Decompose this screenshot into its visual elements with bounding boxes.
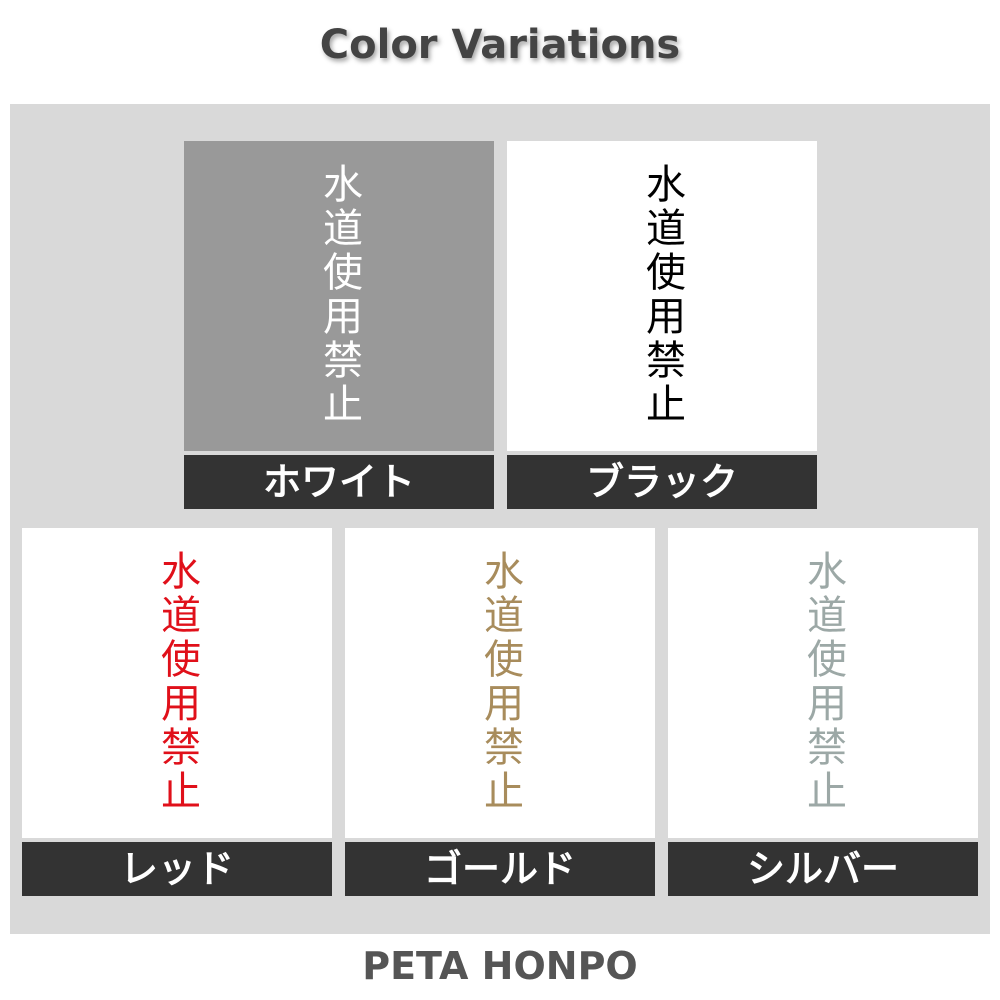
variation-card-red: 水道使用禁止 レッド <box>22 528 332 896</box>
sign-swatch: 水道使用禁止 <box>22 528 332 838</box>
variation-label: シルバー <box>668 842 978 896</box>
variation-label: レッド <box>22 842 332 896</box>
sign-swatch: 水道使用禁止 <box>184 141 494 451</box>
sign-text: 水道使用禁止 <box>477 550 523 814</box>
sign-swatch: 水道使用禁止 <box>345 528 655 838</box>
sign-text: 水道使用禁止 <box>316 163 362 427</box>
variation-label: ゴールド <box>345 842 655 896</box>
variations-panel: 水道使用禁止 ホワイト 水道使用禁止 ブラック 水道使用禁止 レッド 水道使用禁… <box>10 104 990 934</box>
variation-label: ホワイト <box>184 455 494 509</box>
sign-swatch: 水道使用禁止 <box>507 141 817 451</box>
sign-text: 水道使用禁止 <box>639 163 685 427</box>
variation-card-black: 水道使用禁止 ブラック <box>507 141 817 509</box>
variation-card-silver: 水道使用禁止 シルバー <box>668 528 978 896</box>
brand-footer: PETA HONPO <box>362 944 638 988</box>
sign-swatch: 水道使用禁止 <box>668 528 978 838</box>
variation-card-white: 水道使用禁止 ホワイト <box>184 141 494 509</box>
variation-label: ブラック <box>507 455 817 509</box>
sign-text: 水道使用禁止 <box>154 550 200 814</box>
page-title: Color Variations <box>319 22 681 68</box>
sign-text: 水道使用禁止 <box>800 550 846 814</box>
variation-card-gold: 水道使用禁止 ゴールド <box>345 528 655 896</box>
